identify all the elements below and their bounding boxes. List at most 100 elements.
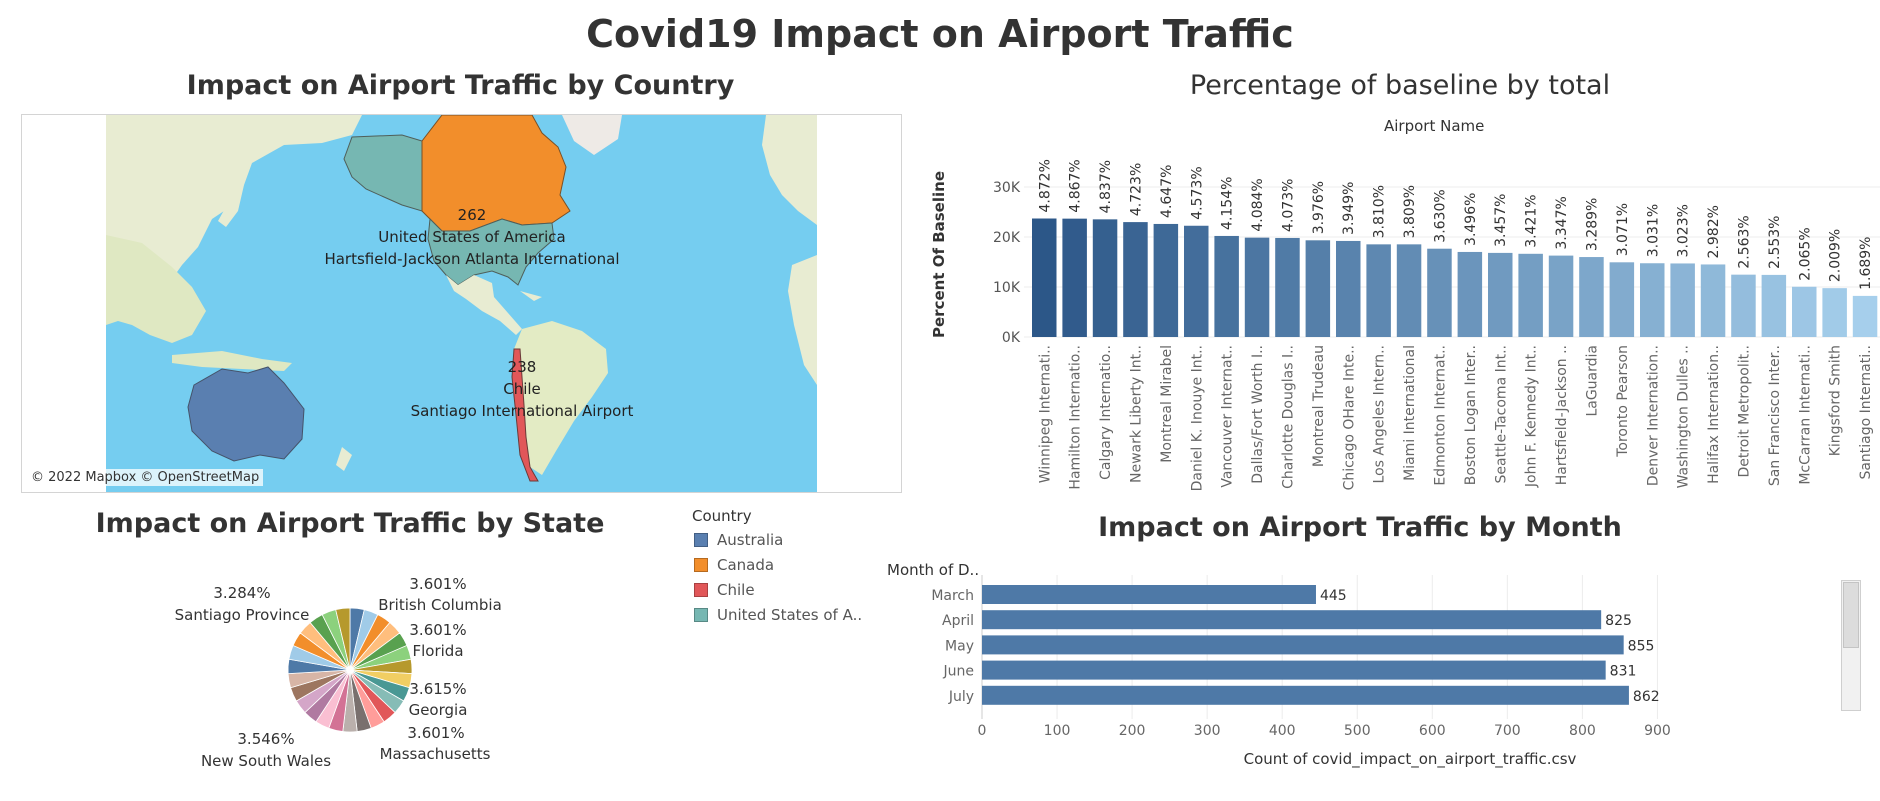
- bar[interactable]: [1670, 263, 1695, 337]
- bar[interactable]: [1214, 235, 1239, 337]
- bar[interactable]: [1336, 240, 1361, 337]
- bar[interactable]: [1062, 218, 1087, 337]
- month-bar[interactable]: [982, 610, 1602, 630]
- bar[interactable]: [1275, 237, 1300, 337]
- bar-value-label: 4.084%: [1250, 178, 1266, 231]
- bar[interactable]: [1366, 244, 1391, 337]
- bar[interactable]: [1488, 252, 1513, 337]
- bar-category-labels: Winnipeg Internati.. Hamilton Internatio.…: [1037, 345, 1874, 491]
- bar[interactable]: [1761, 274, 1787, 337]
- legend-label: Canada: [717, 555, 775, 574]
- legend-item-usa[interactable]: United States of A..: [694, 602, 884, 627]
- month-value-label: 862: [1633, 689, 1660, 705]
- month-value-label: 831: [1610, 664, 1637, 680]
- bar[interactable]: [1244, 237, 1270, 337]
- legend-swatch: [694, 607, 708, 622]
- month-scrollbar-thumb[interactable]: [1843, 582, 1859, 648]
- bar[interactable]: [1548, 255, 1574, 337]
- month-x-tick: 300: [1194, 723, 1221, 739]
- legend-item-australia[interactable]: Australia: [694, 527, 884, 552]
- month-category-label: March: [931, 588, 974, 604]
- month-x-tick: 800: [1569, 723, 1596, 739]
- map-label-chile-country: Chile: [503, 380, 541, 398]
- pie-slice[interactable]: [335, 607, 351, 671]
- bar[interactable]: [1153, 223, 1179, 337]
- bar[interactable]: [1731, 274, 1756, 337]
- month-category-label: May: [945, 638, 974, 654]
- bar[interactable]: [1792, 286, 1817, 337]
- bar-category-label: John F. Kennedy Int..: [1524, 345, 1540, 488]
- bar-value-label: 3.976%: [1311, 181, 1327, 234]
- bar-category-label: Toronto Pearson: [1615, 345, 1631, 458]
- alaska-shape: [343, 134, 423, 212]
- bar[interactable]: [1640, 263, 1665, 337]
- bar-value-label: 4.837%: [1098, 160, 1114, 213]
- map-label-chile-count: 238: [507, 358, 537, 376]
- bar-category-label: Vancouver Internat..: [1220, 345, 1236, 488]
- baseline-bar-chart[interactable]: 0K 10K 20K 30K 4.872% 4.867% 4.837% 4.723% 4.64…: [960, 130, 1880, 500]
- month-x-tick: 900: [1644, 723, 1671, 739]
- bar[interactable]: [1032, 218, 1057, 338]
- country-legend: Australia Canada Chile United States of …: [694, 527, 884, 627]
- bar-category-label: Daniel K. Inouye Int..: [1189, 345, 1205, 491]
- bar-category-label: Santiago Internati..: [1858, 345, 1874, 480]
- pie-label-value: 3.615%: [409, 680, 467, 698]
- bar-category-label: Los Angeles Intern..: [1372, 345, 1388, 483]
- bar[interactable]: [1852, 295, 1878, 337]
- month-x-tick: 600: [1419, 723, 1446, 739]
- bar-value-label: 4.647%: [1159, 165, 1175, 218]
- month-value-label: 825: [1605, 613, 1632, 629]
- map-label-usa-count: 262: [457, 206, 487, 224]
- month-bar[interactable]: [982, 660, 1606, 680]
- nz-land: [336, 447, 352, 471]
- bar[interactable]: [1427, 248, 1452, 337]
- bar-category-label: Dallas/Fort Worth I..: [1250, 345, 1266, 484]
- pie-label-value: 3.284%: [213, 584, 271, 602]
- bar-y-tick: 30K: [993, 180, 1021, 196]
- dashboard-title: Covid19 Impact on Airport Traffic: [586, 12, 1294, 56]
- bar[interactable]: [1184, 225, 1209, 337]
- pie-label-name: New South Wales: [200, 752, 332, 770]
- bar[interactable]: [1396, 244, 1422, 337]
- bar-y-ticks: 0K 10K 20K 30K: [993, 180, 1021, 346]
- map-label-chile-airport: Santiago International Airport: [410, 402, 634, 420]
- legend-item-chile[interactable]: Chile: [694, 577, 884, 602]
- bar-category-label: Boston Logan Inter..: [1463, 345, 1479, 485]
- bar[interactable]: [1822, 288, 1847, 337]
- bar-category-label: LaGuardia: [1584, 345, 1600, 417]
- bar-category-label: Chicago OHare Inte..: [1341, 345, 1357, 490]
- bar[interactable]: [1579, 257, 1604, 337]
- bar-value-label: 2.065%: [1797, 227, 1813, 280]
- bar-value-label: 4.573%: [1189, 166, 1205, 219]
- bar[interactable]: [1123, 222, 1148, 337]
- bar-y-tick: 10K: [993, 280, 1021, 296]
- legend-title: Country: [692, 507, 752, 525]
- legend-item-canada[interactable]: Canada: [694, 552, 884, 577]
- legend-label: United States of A..: [717, 605, 863, 624]
- bar-category-label: Denver Internation..: [1645, 345, 1661, 486]
- bar[interactable]: [1518, 253, 1543, 337]
- bar[interactable]: [1700, 264, 1726, 337]
- month-bar-chart[interactable]: March April May June July 445 825 855 831 862 0 1…: [880, 575, 1840, 775]
- month-bar[interactable]: [982, 635, 1624, 655]
- bar[interactable]: [1092, 219, 1118, 337]
- month-bar[interactable]: [982, 585, 1316, 604]
- bar[interactable]: [1457, 251, 1483, 337]
- bar[interactable]: [1305, 240, 1331, 337]
- bar[interactable]: [1609, 262, 1635, 337]
- south-america-land: [514, 321, 608, 475]
- legend-label: Australia: [717, 530, 784, 549]
- bar-category-label: Charlotte Douglas I..: [1280, 345, 1296, 489]
- bar-value-label: 3.949%: [1341, 182, 1357, 235]
- state-pie[interactable]: [270, 590, 430, 750]
- country-map[interactable]: 262 United States of America Hartsfield-…: [21, 114, 902, 493]
- month-x-tick: 400: [1269, 723, 1296, 739]
- bar-category-label: Montreal Trudeau: [1311, 345, 1327, 467]
- bar-category-label: Calgary Internatio..: [1098, 345, 1114, 480]
- bar-y-tick: 0K: [1002, 330, 1021, 346]
- bar-category-label: Hamilton Internatio..: [1068, 345, 1084, 490]
- bar-category-label: Newark Liberty Int..: [1128, 345, 1144, 483]
- bar-category-label: Washington Dulles ..: [1676, 345, 1692, 488]
- month-bar[interactable]: [982, 685, 1629, 705]
- map-copyright[interactable]: © 2022 Mapbox © OpenStreetMap: [27, 469, 264, 486]
